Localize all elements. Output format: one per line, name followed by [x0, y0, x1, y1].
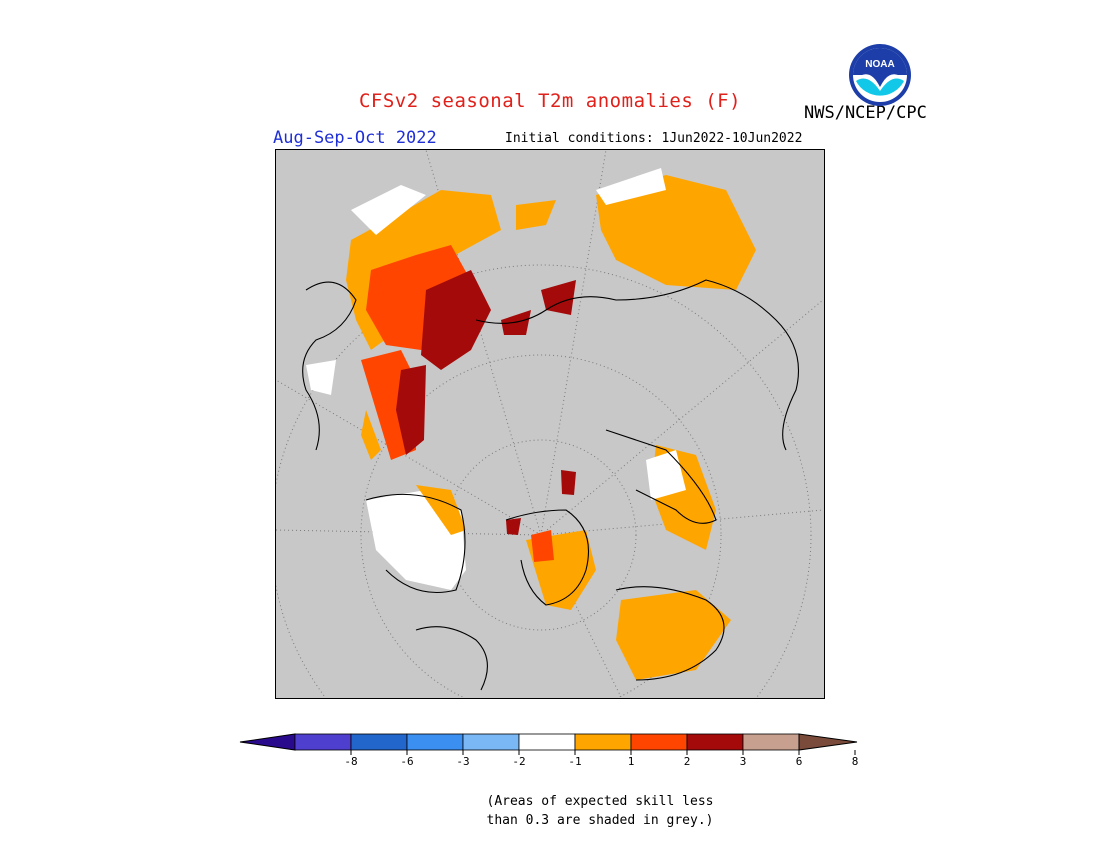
season-label: Aug-Sep-Oct 2022 [273, 128, 437, 148]
anomaly-region-europe-south-orange [616, 590, 731, 680]
footnote-line-2: than 0.3 are shaded in grey.) [486, 813, 714, 828]
anomaly-region-na-darkred [421, 270, 491, 370]
colorbar-label: 6 [796, 755, 803, 768]
colorbar-swatch-4 [462, 733, 520, 751]
neutral-region-na-north [351, 185, 426, 235]
colorbar-swatch-1 [294, 733, 352, 751]
coastlines [302, 279, 800, 691]
map-title: CFSv2 seasonal T2m anomalies (F) [358, 90, 742, 112]
colorbar-label: -2 [512, 755, 525, 768]
colorbar-label: 8 [852, 755, 859, 768]
latitude-circle-inner [445, 439, 637, 631]
colorbar-swatch-0 [239, 733, 296, 751]
colorbar-label: -1 [568, 755, 581, 768]
footnote: (Areas of expected skill less than 0.3 a… [470, 792, 730, 830]
colorbar-swatch-8 [686, 733, 744, 751]
colorbar-swatch-2 [350, 733, 408, 751]
colorbar-swatch-5 [518, 733, 576, 751]
colorbar-swatch-7 [630, 733, 688, 751]
anomaly-region-iceland-darkred [506, 518, 521, 535]
noaa-logo: NOAA [849, 44, 911, 106]
agency-label: NWS/NCEP/CPC [804, 103, 927, 123]
colorbar-label: 1 [628, 755, 635, 768]
neutral-region-asia [596, 168, 666, 205]
anomaly-region-greenland-red [531, 530, 554, 562]
anomaly-region-na-south-darkred [396, 365, 426, 455]
neutral-region-europe [646, 450, 686, 500]
latitude-circle-mid [360, 354, 722, 698]
footnote-line-1: (Areas of expected skill less [486, 794, 714, 809]
anomaly-region-asia-darkred [541, 280, 576, 315]
logo-text: NOAA [865, 59, 894, 70]
colorbar-label: -8 [344, 755, 357, 768]
colorbar-labels: -8 -6 -3 -2 -1 1 2 3 6 8 [344, 750, 858, 768]
colorbar-swatch-3 [406, 733, 464, 751]
anomaly-region-asia-orange [596, 175, 756, 290]
colorbar-label: 3 [740, 755, 747, 768]
colorbar-label: -3 [456, 755, 469, 768]
anomaly-region-na-west-orange [361, 410, 381, 460]
colorbar-swatch-9 [742, 733, 800, 751]
colorbar-label: -6 [400, 755, 413, 768]
colorbar-swatch-6 [574, 733, 632, 751]
anomaly-region-asia-east-orange [516, 200, 556, 230]
anomaly-region-arctic-darkred [561, 470, 576, 495]
anomaly-region-na-red [366, 245, 476, 350]
colorbar-label: 2 [684, 755, 691, 768]
initial-conditions-label: Initial conditions: 1Jun2022-10Jun2022 [505, 131, 803, 146]
colorbar-swatches [239, 733, 858, 751]
polar-map [275, 149, 825, 699]
colorbar-swatch-10 [798, 733, 858, 751]
latitude-circle-outer [276, 264, 812, 698]
neutral-region-alaska [306, 360, 336, 395]
colorbar: -8 -6 -3 -2 -1 1 2 3 6 8 [239, 733, 858, 768]
